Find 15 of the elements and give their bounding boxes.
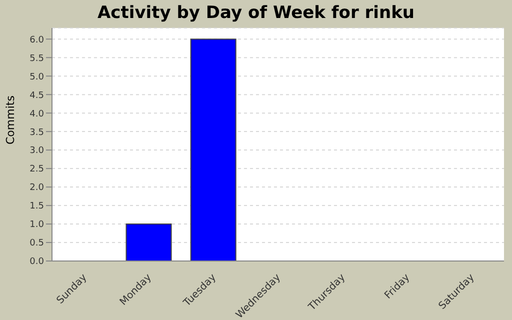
y-tick-label: 6.0 [30, 35, 44, 46]
y-tick-label: 2.5 [30, 164, 44, 175]
y-tick-label: 5.0 [30, 72, 44, 82]
y-tick-label: 1.5 [30, 202, 44, 212]
y-tick-label: 1.0 [30, 220, 44, 230]
chart-title: Activity by Day of Week for rinku [96, 3, 416, 23]
y-tick-label: 0.0 [30, 257, 44, 268]
y-tick-label: 5.5 [30, 54, 44, 64]
y-tick-label: 2.0 [30, 183, 44, 194]
y-tick-label: 4.0 [30, 109, 44, 120]
y-tick-label: 0.5 [30, 238, 44, 249]
y-tick-label: 3.0 [30, 146, 44, 156]
y-tick-label: 3.5 [30, 128, 44, 138]
y-tick-label: 4.5 [30, 90, 44, 101]
y-axis-title: Commits [4, 95, 17, 144]
